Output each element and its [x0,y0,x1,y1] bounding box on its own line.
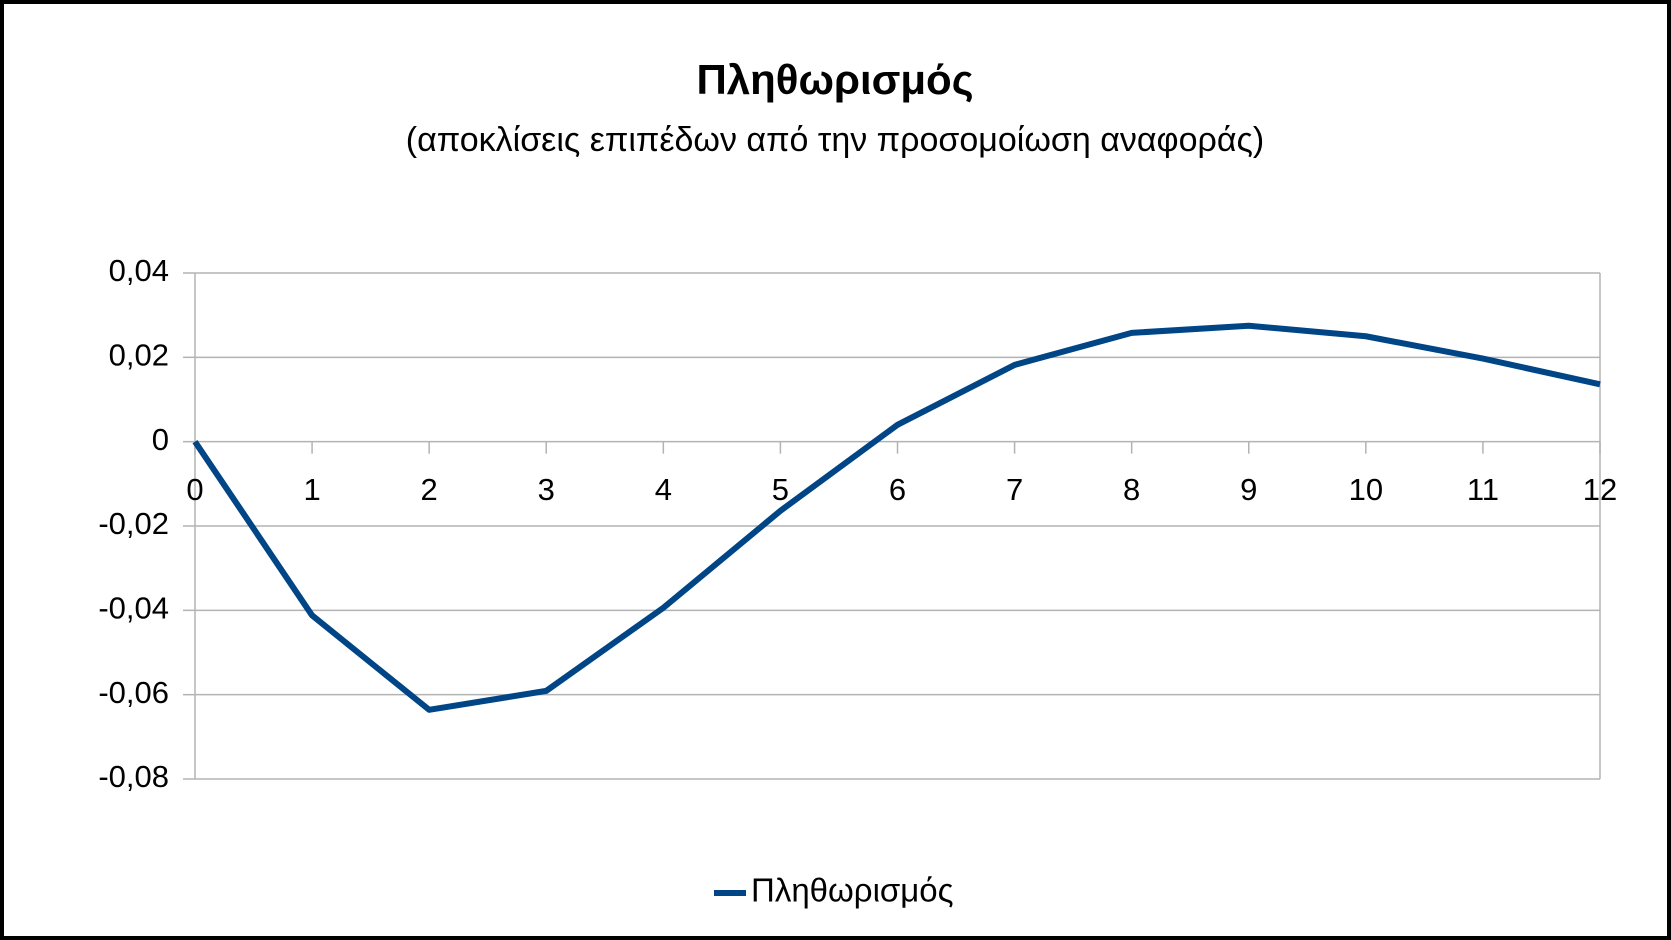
x-tick-label: 5 [772,472,789,507]
y-tick-label: -0,02 [98,506,169,541]
x-tick-label: 3 [538,472,555,507]
x-tick-label: 7 [1006,472,1023,507]
x-tick-label: 10 [1349,472,1383,507]
y-tick-label: -0,08 [98,759,169,794]
legend-label: Πληθωρισμός [751,872,954,909]
line-series [192,322,1601,713]
y-tick-label: 0 [152,422,169,457]
x-tick-label: 6 [889,472,906,507]
y-tick-label: 0,02 [109,338,169,373]
x-tick-label: 12 [1583,472,1617,507]
x-tick-label: 0 [186,472,203,507]
x-tick-label: 4 [655,472,672,507]
y-tick-label: 0,04 [109,253,169,288]
y-tick-label: -0,04 [98,591,169,626]
x-tick-label: 11 [1467,472,1499,507]
x-tick-label: 8 [1123,472,1140,507]
x-tick-label: 1 [303,472,320,507]
x-tick-label: 9 [1240,472,1257,507]
x-tick-label: 2 [421,472,438,507]
y-tick-label: -0,06 [98,675,169,710]
chart-subtitle: (αποκλίσεις επιπέδων από την προσομοίωση… [406,121,1264,159]
chart-title: Πληθωρισμός [696,56,973,103]
